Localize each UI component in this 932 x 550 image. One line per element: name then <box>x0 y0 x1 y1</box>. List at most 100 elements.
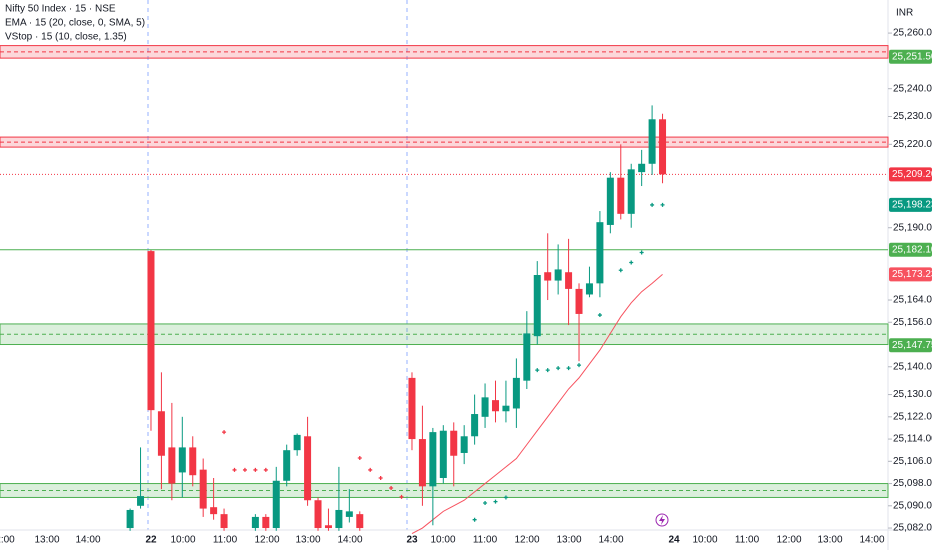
candle-body <box>272 480 280 529</box>
candle-body <box>565 272 573 289</box>
vstop-point <box>493 499 498 504</box>
vstop-point <box>503 495 508 500</box>
candle-body <box>554 269 562 281</box>
y-tick-label: 25,260.00 <box>893 28 932 39</box>
event-circle <box>655 513 669 527</box>
candle-body <box>157 411 165 456</box>
y-tick-label: 25,220.00 <box>893 139 932 150</box>
y-tick-label: 25,106.00 <box>893 456 932 467</box>
x-tick-label: 23 <box>406 535 418 546</box>
candle-body <box>293 434 301 451</box>
x-tick-label: 13:00 <box>556 535 581 546</box>
candle-body <box>304 436 312 501</box>
candle-body <box>638 163 646 173</box>
indicator-label: VStop · 15 (10, close, 1.35) <box>5 32 127 43</box>
y-tick-label: 25,190.00 <box>893 222 932 233</box>
candle-body <box>648 119 656 164</box>
candle-body <box>147 251 155 411</box>
x-tick-label: 14:00 <box>598 535 623 546</box>
y-tick-label: 25,098.00 <box>893 478 932 489</box>
vstop-point <box>483 501 488 506</box>
candle-body <box>408 377 416 440</box>
event-icon[interactable] <box>655 513 669 527</box>
candle-body <box>251 516 259 529</box>
candle-body <box>492 400 499 412</box>
currency: INR <box>896 8 913 19</box>
price-label-bg <box>889 267 932 282</box>
candle-body <box>585 283 593 295</box>
candle-body <box>596 222 604 284</box>
price-label: 25,209.20 <box>892 169 932 180</box>
candle-body <box>345 511 353 517</box>
candle-body <box>429 432 437 487</box>
price-label: 25,198.23 <box>892 199 932 210</box>
candle-body <box>356 514 364 529</box>
vstop-point <box>660 202 665 207</box>
price-label: 25,182.10 <box>892 244 932 255</box>
candle-body <box>220 514 228 529</box>
candle-body <box>189 447 197 476</box>
candle-body <box>262 516 270 529</box>
x-tick-label: 11:00 <box>213 535 238 546</box>
candle-body <box>544 272 552 281</box>
candle-body <box>324 525 332 529</box>
x-tick-label: 2:00 <box>0 535 15 546</box>
vstop-point <box>242 467 247 472</box>
x-tick-label: 11:00 <box>735 535 760 546</box>
candle-body <box>137 496 145 506</box>
x-tick-label: 12:00 <box>514 535 539 546</box>
candle-body <box>627 169 635 214</box>
price-label: 25,173.23 <box>892 269 932 280</box>
candle-body <box>168 447 176 484</box>
vstop-point <box>389 486 394 491</box>
candle-body <box>178 447 186 473</box>
y-tick-label: 25,164.00 <box>893 295 932 306</box>
vstop-point <box>263 467 268 472</box>
x-tick-label: 14:00 <box>337 535 362 546</box>
y-tick-label: 25,230.00 <box>893 111 932 122</box>
vstop-point <box>597 313 602 318</box>
candle-body <box>335 509 343 529</box>
price-label: 25,251.50 <box>892 51 932 62</box>
candle-body <box>481 397 489 417</box>
vstop-point <box>535 368 540 373</box>
x-tick-label: 12:00 <box>776 535 801 546</box>
y-tick-label: 25,240.00 <box>893 83 932 94</box>
x-tick-label: 10:00 <box>692 535 717 546</box>
vstop-point <box>629 260 634 265</box>
price-label: 25,147.75 <box>892 340 932 351</box>
price-label-bg <box>889 197 932 212</box>
candle-body <box>659 119 667 175</box>
vstop-point <box>368 467 373 472</box>
candle-body <box>199 469 207 509</box>
y-tick-label: 25,122.00 <box>893 411 932 422</box>
candle-body <box>512 377 520 409</box>
price-label-bg <box>889 338 932 353</box>
candle-body <box>523 333 531 381</box>
candle-body <box>502 405 510 412</box>
x-tick-label: 10:00 <box>170 535 195 546</box>
y-tick-label: 25,130.00 <box>893 389 932 400</box>
vstop-point <box>222 430 227 435</box>
candle-body <box>314 500 322 529</box>
x-tick-label: 13:00 <box>817 535 842 546</box>
x-tick-label: 13:00 <box>34 535 59 546</box>
vstop-point <box>472 517 477 522</box>
candle-body <box>533 275 541 337</box>
candle-body <box>617 177 625 214</box>
candle-body <box>450 430 458 456</box>
price-label-bg <box>889 49 932 64</box>
x-tick-label: 14:00 <box>75 535 100 546</box>
chart-title: Nifty 50 Index · 15 · NSE <box>5 4 116 15</box>
vstop-point <box>639 250 644 255</box>
vstop-point <box>577 363 582 368</box>
x-tick-label: 24 <box>668 535 680 546</box>
candle-body <box>471 414 479 437</box>
vstop-point <box>253 467 258 472</box>
vstop-point <box>650 202 655 207</box>
x-tick-label: 11:00 <box>473 535 498 546</box>
vstop-point <box>399 494 404 499</box>
x-tick-label: 13:00 <box>295 535 320 546</box>
